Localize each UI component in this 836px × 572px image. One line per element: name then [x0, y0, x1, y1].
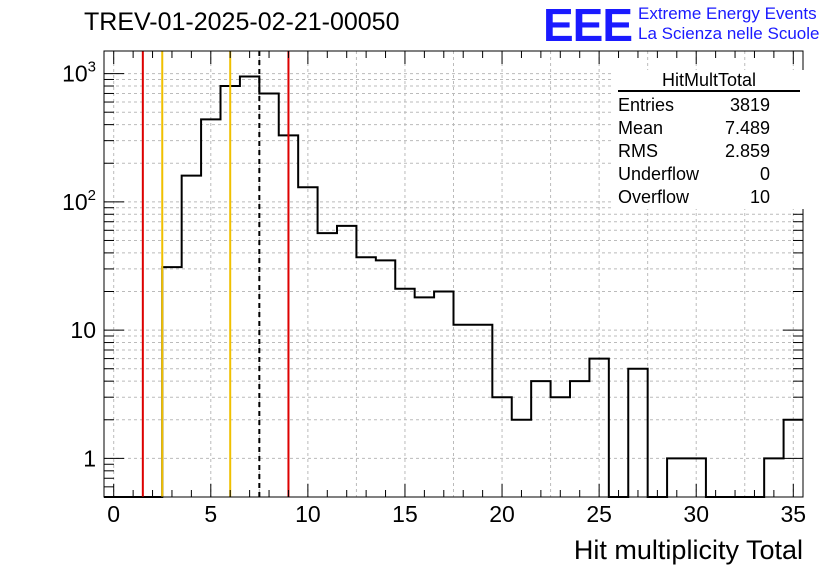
histogram-bin [454, 325, 473, 497]
x-tick-label: 15 [392, 501, 418, 527]
stats-label: Underflow [618, 164, 700, 184]
y-tick-label: 103 [62, 59, 96, 87]
y-tick-label: 10 [70, 317, 96, 343]
histogram-outline [104, 75, 803, 498]
stats-row-overflow: Overflow 10 [612, 186, 806, 209]
stats-row-underflow: Underflow 0 [612, 163, 806, 186]
histogram-bin [551, 397, 570, 497]
x-tick-label: 20 [489, 501, 515, 527]
x-tick-label: 10 [295, 501, 321, 527]
logo-line-2: La Scienza nelle Scuole [638, 24, 820, 43]
stats-value: 10 [749, 187, 770, 207]
stats-label: RMS [618, 141, 658, 161]
x-tick-label: 0 [107, 501, 120, 527]
histogram-bin [570, 381, 589, 497]
stats-row-mean: Mean 7.489 [612, 117, 806, 140]
y-tick-label: 1 [83, 445, 96, 471]
histogram-bin [162, 267, 181, 497]
plot-frame [103, 50, 804, 498]
y-tick-label-base: 10 [62, 61, 88, 87]
eee-logo: EEE [543, 0, 633, 51]
stats-value: 2.859 [724, 141, 770, 161]
stats-row-entries: Entries 3819 [612, 94, 806, 117]
histogram-bin [628, 369, 647, 497]
y-tick-label-exp: 2 [88, 187, 96, 204]
histogram-bin [201, 119, 220, 497]
y-tick-label: 102 [62, 187, 96, 215]
chart-title: TREV-01-2025-02-21-00050 [84, 8, 400, 36]
histogram-bin [259, 93, 278, 497]
stats-value: 7.489 [724, 118, 770, 138]
x-tick-label: 25 [586, 501, 612, 527]
x-axis-label: Hit multiplicity Total [574, 535, 803, 565]
x-tick-label: 5 [204, 501, 217, 527]
x-tick-label: 35 [780, 501, 806, 527]
y-tick-label-exp: 3 [88, 59, 96, 76]
stats-label: Mean [618, 118, 664, 138]
logo-line-1: Extreme Energy Events [638, 4, 817, 23]
histogram-bin [473, 325, 492, 497]
stats-label: Overflow [618, 187, 690, 207]
stats-title: HitMultTotal [618, 70, 800, 92]
x-tick-label: 30 [683, 501, 709, 527]
stats-box: HitMultTotal Entries 3819 Mean 7.489 RMS… [612, 70, 806, 209]
stats-value: 0 [759, 164, 770, 184]
y-tick-label-base: 10 [62, 189, 88, 215]
histogram-bin [356, 257, 375, 497]
stats-row-rms: RMS 2.859 [612, 140, 806, 163]
histogram-bin [589, 359, 608, 497]
histogram-bin [318, 233, 337, 497]
stats-value: 3819 [729, 95, 770, 115]
histogram-bin [240, 76, 259, 497]
histogram-bin [337, 226, 356, 497]
histogram-bin [434, 292, 453, 497]
histogram-bin [376, 260, 395, 497]
histogram-bin [531, 381, 550, 497]
stats-label: Entries [618, 95, 675, 115]
